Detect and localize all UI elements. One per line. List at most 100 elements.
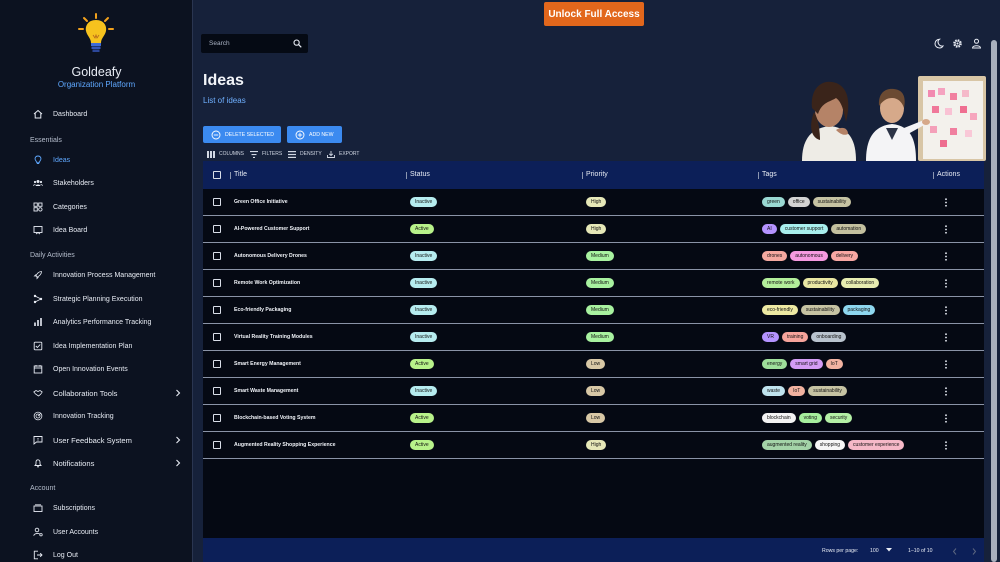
- more-actions-icon[interactable]: [944, 360, 948, 369]
- row-checkbox[interactable]: [213, 198, 221, 206]
- rows-per-page-label: Rows per page:: [822, 548, 859, 554]
- sidebar-item-implementation-plan[interactable]: Idea Implementation Plan: [30, 337, 186, 355]
- idea-title: Blockchain-based Voting System: [234, 415, 316, 421]
- more-actions-icon[interactable]: [944, 387, 948, 396]
- row-checkbox[interactable]: [213, 441, 221, 449]
- idea-title: Green Office Initiative: [234, 199, 288, 205]
- sidebar-item-innovation-process[interactable]: Innovation Process Management: [30, 266, 186, 284]
- row-checkbox[interactable]: [213, 333, 221, 341]
- row-checkbox[interactable]: [213, 279, 221, 287]
- add-new-button[interactable]: ADD NEW: [287, 126, 342, 143]
- section-essentials: Essentials: [30, 137, 62, 144]
- row-checkbox[interactable]: [213, 225, 221, 233]
- sidebar-item-log-out[interactable]: Log Out: [30, 546, 186, 562]
- sidebar-item-stakeholders[interactable]: Stakeholders: [30, 174, 186, 192]
- sidebar-item-user-feedback[interactable]: User Feedback System: [30, 431, 186, 449]
- sidebar-item-ideas[interactable]: Ideas: [30, 151, 186, 169]
- export-button[interactable]: EXPORT: [327, 150, 359, 158]
- status-badge: Active: [410, 224, 434, 234]
- group-icon: [33, 178, 43, 188]
- row-checkbox[interactable]: [213, 387, 221, 395]
- column-separator[interactable]: [406, 172, 407, 179]
- subscriptions-icon: [33, 503, 43, 513]
- export-icon: [327, 150, 335, 158]
- logout-icon: [33, 550, 43, 560]
- row-checkbox[interactable]: [213, 306, 221, 314]
- search-input[interactable]: [209, 37, 289, 50]
- column-separator[interactable]: [758, 172, 759, 179]
- delete-selected-button[interactable]: DELETE SELECTED: [203, 126, 281, 143]
- table-row[interactable]: Smart Energy Management Active Low energy sm…: [203, 351, 984, 378]
- table-row[interactable]: AI-Powered Customer Support Active High AI c…: [203, 216, 984, 243]
- column-header-priority[interactable]: Priority: [586, 171, 608, 178]
- more-actions-icon[interactable]: [944, 279, 948, 288]
- column-separator[interactable]: [230, 172, 231, 179]
- columns-button[interactable]: COLUMNS: [207, 150, 244, 158]
- priority-badge: High: [586, 224, 607, 234]
- dark-mode-icon[interactable]: [933, 38, 944, 49]
- column-separator[interactable]: [582, 172, 583, 179]
- status-badge: Active: [410, 440, 434, 450]
- sidebar-item-label: Log Out: [53, 551, 78, 559]
- table-row[interactable]: Augmented Reality Shopping Experience Act…: [203, 432, 984, 459]
- sidebar-item-analytics[interactable]: Analytics Performance Tracking: [30, 313, 186, 331]
- sidebar-item-idea-board[interactable]: Idea Board: [30, 221, 186, 239]
- table-row[interactable]: Autonomous Delivery Drones Inactive Medium…: [203, 243, 984, 270]
- sidebar-item-label: Analytics Performance Tracking: [53, 318, 152, 326]
- unlock-full-access-button[interactable]: Unlock Full Access: [544, 2, 644, 26]
- search-icon[interactable]: [293, 39, 302, 48]
- row-checkbox[interactable]: [213, 414, 221, 422]
- more-actions-icon[interactable]: [944, 225, 948, 234]
- sidebar-item-categories[interactable]: Categories: [30, 198, 186, 216]
- more-actions-icon[interactable]: [944, 333, 948, 342]
- tag-chip: voting: [798, 413, 822, 423]
- column-header-title[interactable]: Title: [234, 171, 247, 178]
- previous-page-icon[interactable]: [952, 548, 958, 555]
- row-checkbox[interactable]: [213, 252, 221, 260]
- more-actions-icon[interactable]: [944, 198, 948, 207]
- sidebar-item-label: Innovation Tracking: [53, 412, 114, 420]
- table-row[interactable]: Virtual Reality Training Modules Inactive…: [203, 324, 984, 351]
- table-row[interactable]: Smart Waste Management Inactive Low waste Io…: [203, 378, 984, 405]
- row-checkbox[interactable]: [213, 360, 221, 368]
- sidebar-item-label: Notifications: [53, 458, 95, 468]
- search-box: [201, 34, 308, 53]
- user-account-icon[interactable]: [971, 38, 982, 49]
- settings-gear-icon[interactable]: [952, 38, 963, 49]
- filters-button[interactable]: FILTERS: [250, 150, 282, 158]
- column-header-status[interactable]: Status: [410, 171, 430, 178]
- more-actions-icon[interactable]: [944, 306, 948, 315]
- sidebar-item-user-accounts[interactable]: User Accounts: [30, 523, 186, 541]
- column-header-tags[interactable]: Tags: [762, 171, 777, 178]
- tag-chip: office: [787, 197, 810, 207]
- next-page-icon[interactable]: [971, 548, 977, 555]
- table-row[interactable]: Green Office Initiative Inactive High green…: [203, 189, 984, 216]
- table-row[interactable]: Eco-friendly Packaging Inactive Medium eco-…: [203, 297, 984, 324]
- priority-badge: High: [586, 440, 607, 450]
- density-button[interactable]: DENSITY: [288, 150, 322, 158]
- filter-icon: [250, 150, 258, 158]
- more-actions-icon[interactable]: [944, 414, 948, 423]
- sidebar-item-subscriptions[interactable]: Subscriptions: [30, 499, 186, 517]
- sidebar-item-notifications[interactable]: Notifications: [30, 454, 186, 472]
- table-row[interactable]: Blockchain-based Voting System Active Low b…: [203, 405, 984, 432]
- priority-badge: High: [586, 197, 607, 207]
- more-actions-icon[interactable]: [944, 441, 948, 450]
- select-all-checkbox[interactable]: [213, 171, 221, 179]
- sidebar-item-open-innovation-events[interactable]: Open Innovation Events: [30, 360, 186, 378]
- column-separator[interactable]: [933, 172, 934, 179]
- table-row[interactable]: Remote Work Optimization Inactive Medium re…: [203, 270, 984, 297]
- status-badge: Inactive: [410, 332, 438, 342]
- sidebar-item-label: Stakeholders: [53, 179, 94, 187]
- category-icon: [33, 202, 43, 212]
- idea-title: Remote Work Optimization: [234, 280, 301, 286]
- sidebar-item-strategic-planning[interactable]: Strategic Planning Execution: [30, 290, 186, 308]
- sidebar-item-collaboration-tools[interactable]: Collaboration Tools: [30, 384, 186, 402]
- page-scrollbar[interactable]: [991, 40, 997, 562]
- rows-per-page-select[interactable]: 100: [870, 548, 893, 554]
- more-actions-icon[interactable]: [944, 252, 948, 261]
- page-title: Ideas: [203, 72, 244, 89]
- sidebar-item-innovation-tracking[interactable]: Innovation Tracking: [30, 407, 186, 425]
- priority-badge: Medium: [586, 305, 614, 315]
- sidebar-item-dashboard[interactable]: Dashboard: [30, 105, 186, 123]
